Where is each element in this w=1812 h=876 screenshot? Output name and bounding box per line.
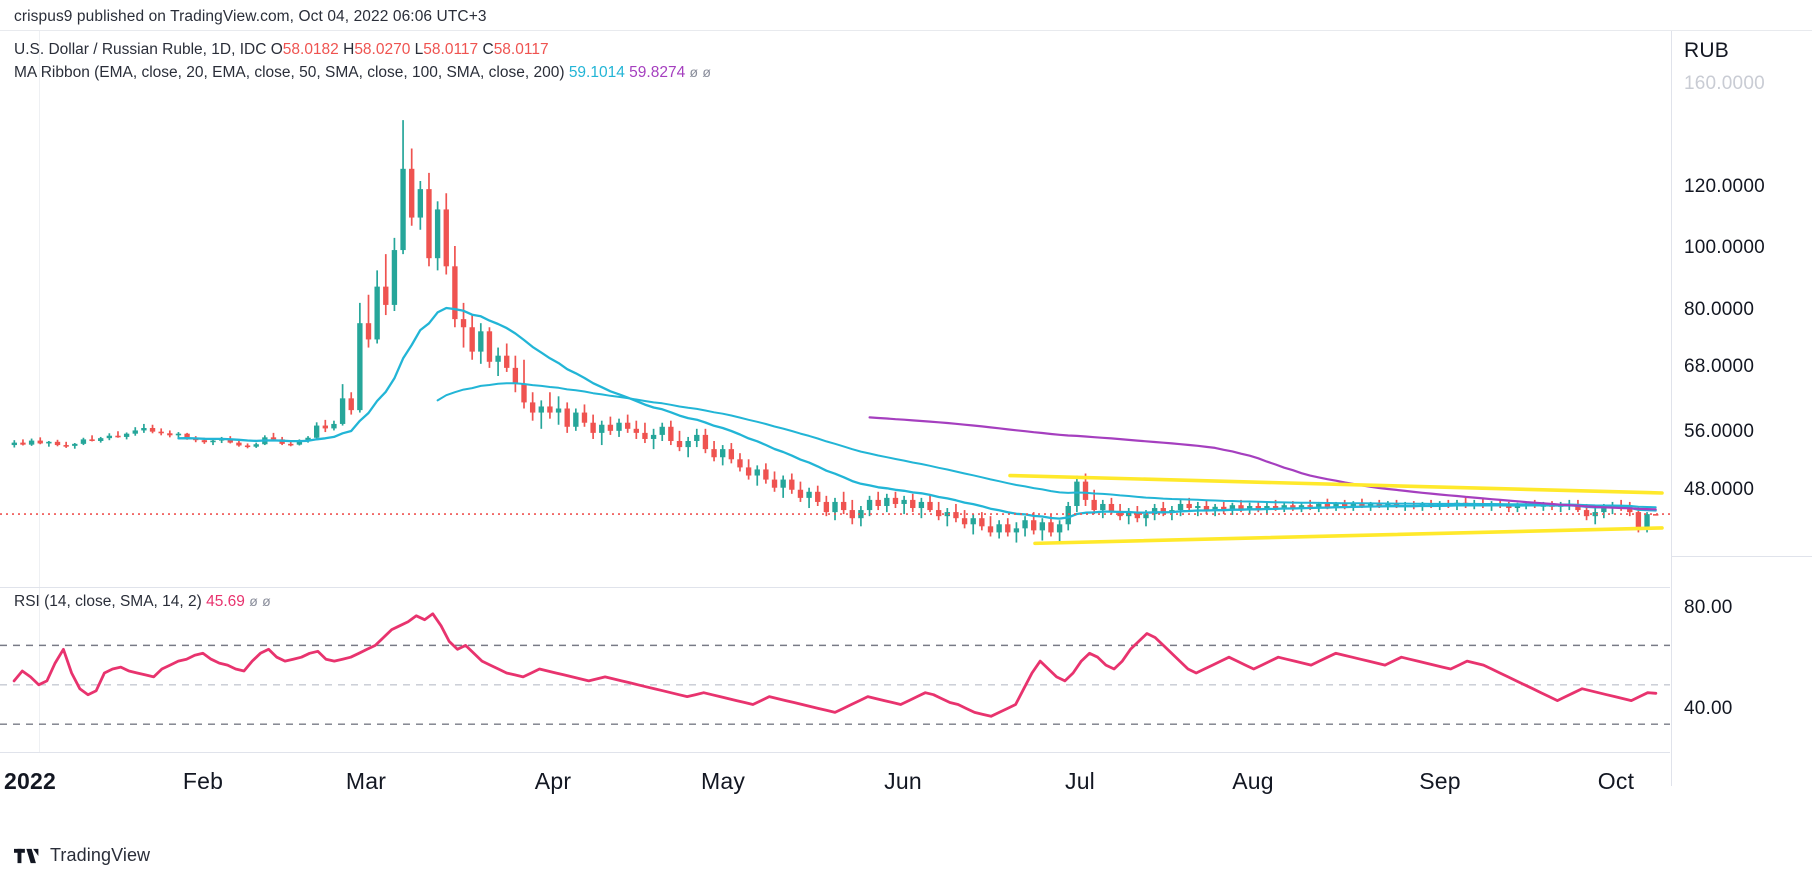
rsi-tick-80: 80.00 xyxy=(1684,597,1733,618)
ohlc-open-value: 58.0182 xyxy=(282,41,339,58)
symbol-title: U.S. Dollar / Russian Ruble, 1D, IDC xyxy=(14,41,267,58)
ma-ribbon-value-slow: 59.8274 xyxy=(629,64,686,81)
ohlc-high-label: H xyxy=(343,41,355,58)
rsi-line-svg xyxy=(0,612,1670,725)
ma-ribbon-legend[interactable]: MA Ribbon (EMA, close, 20, EMA, close, 5… xyxy=(14,62,711,83)
price-axis-divider xyxy=(1672,556,1812,557)
price-tick-56: 56.0000 xyxy=(1684,421,1755,442)
time-label-apr: Apr xyxy=(534,768,572,794)
ma-ribbon-title: MA Ribbon (EMA, close, 20, EMA, close, 5… xyxy=(14,64,565,81)
time-label-2022: 2022 xyxy=(4,768,56,794)
pane-separator-bottom[interactable] xyxy=(0,752,1670,753)
price-tick-68: 68.0000 xyxy=(1684,356,1755,377)
footer: TradingView xyxy=(14,845,150,866)
time-label-mar: Mar xyxy=(345,768,387,794)
time-label-oct: Oct xyxy=(1597,768,1635,794)
rsi-pane[interactable]: RSI (14, close, SMA, 14, 2) 45.69 ø ø xyxy=(0,588,1670,752)
rsi-value: 45.69 xyxy=(206,593,245,610)
ma-ribbon-null-1: ø xyxy=(689,64,699,80)
price-axis[interactable]: RUB 160.0000 120.0000 100.0000 80.0000 6… xyxy=(1671,31,1812,786)
time-label-may: May xyxy=(700,768,746,794)
time-label-feb: Feb xyxy=(182,768,224,794)
pane-separator-top[interactable] xyxy=(0,587,1670,588)
currency-label: RUB xyxy=(1684,39,1729,62)
rsi-legend[interactable]: RSI (14, close, SMA, 14, 2) 45.69 ø ø xyxy=(14,591,271,612)
chart-left-rail xyxy=(39,31,40,752)
time-label-jul: Jul xyxy=(1064,768,1096,794)
ohlc-low-label: L xyxy=(414,41,424,58)
tradingview-logo-icon xyxy=(14,848,39,863)
price-tick-160: 160.0000 xyxy=(1684,73,1765,94)
time-label-aug: Aug xyxy=(1232,768,1274,794)
chart-area[interactable]: U.S. Dollar / Russian Ruble, 1D, IDC O58… xyxy=(0,31,1670,786)
ma-ribbon-value-fast: 59.1014 xyxy=(568,64,625,81)
price-pane[interactable]: U.S. Dollar / Russian Ruble, 1D, IDC O58… xyxy=(0,31,1670,587)
header-divider xyxy=(0,30,1812,31)
price-candlestick-svg xyxy=(0,120,1670,546)
published-caption: crispus9 published on TradingView.com, O… xyxy=(14,8,487,25)
ohlc-close-label: C xyxy=(482,41,494,58)
time-axis[interactable]: 2022 Feb Mar Apr May Jun Jul Aug Sep Oct xyxy=(0,758,1812,814)
ohlc-close-value: 58.0117 xyxy=(493,41,549,58)
rsi-null-2: ø xyxy=(262,593,271,609)
tradingview-brand: TradingView xyxy=(50,845,151,865)
time-label-jun: Jun xyxy=(884,768,922,794)
price-tick-80: 80.0000 xyxy=(1684,299,1755,320)
rsi-title: RSI (14, close, SMA, 14, 2) xyxy=(14,593,202,610)
price-tick-120: 120.0000 xyxy=(1684,176,1765,197)
ma-ribbon-null-2: ø xyxy=(702,64,711,80)
rsi-null-1: ø xyxy=(249,593,258,609)
price-tick-48: 48.0000 xyxy=(1684,479,1755,500)
ohlc-open-label: O xyxy=(270,41,283,58)
rsi-tick-40: 40.00 xyxy=(1684,698,1733,719)
ohlc-high-value: 58.0270 xyxy=(354,41,411,58)
time-label-sep: Sep xyxy=(1419,768,1461,794)
price-tick-100: 100.0000 xyxy=(1684,237,1765,258)
ohlc-low-value: 58.0117 xyxy=(423,41,479,58)
symbol-legend: U.S. Dollar / Russian Ruble, 1D, IDC O58… xyxy=(14,40,549,60)
